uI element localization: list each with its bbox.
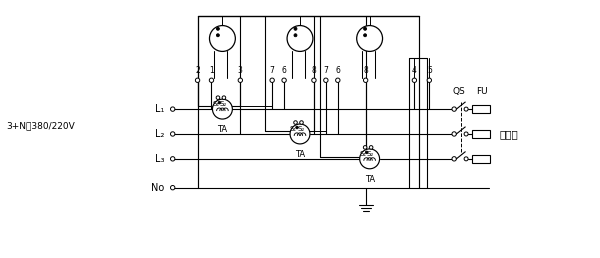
Text: 5: 5 — [427, 66, 432, 75]
Circle shape — [364, 146, 367, 149]
Text: TA: TA — [295, 150, 305, 159]
Bar — [472, 130, 490, 138]
Text: FU: FU — [476, 87, 488, 96]
Circle shape — [217, 34, 220, 37]
Text: 6: 6 — [335, 66, 340, 75]
Circle shape — [452, 157, 457, 161]
Text: 1: 1 — [209, 66, 214, 75]
Circle shape — [218, 101, 221, 104]
Circle shape — [212, 99, 232, 119]
Circle shape — [464, 157, 468, 161]
Circle shape — [282, 78, 286, 83]
Circle shape — [222, 96, 226, 100]
Text: 7: 7 — [323, 66, 328, 75]
Circle shape — [170, 132, 175, 136]
Circle shape — [196, 78, 200, 83]
Circle shape — [170, 186, 175, 190]
Circle shape — [170, 157, 175, 161]
Circle shape — [364, 27, 367, 30]
Text: 3: 3 — [238, 66, 243, 75]
Text: 接负载: 接负载 — [500, 129, 518, 139]
Circle shape — [356, 26, 383, 51]
Circle shape — [296, 126, 298, 129]
Circle shape — [359, 149, 380, 169]
Text: 7: 7 — [270, 66, 275, 75]
Text: 3+N～380/220V: 3+N～380/220V — [7, 122, 76, 131]
Text: QS: QS — [453, 87, 466, 96]
Circle shape — [238, 78, 242, 83]
Circle shape — [365, 151, 368, 154]
Circle shape — [209, 78, 214, 83]
Text: 8: 8 — [363, 66, 368, 75]
Text: S₂: S₂ — [298, 126, 305, 132]
Circle shape — [170, 107, 175, 111]
Circle shape — [452, 107, 457, 111]
Text: 8: 8 — [311, 66, 316, 75]
Circle shape — [323, 78, 328, 83]
Text: S₂: S₂ — [367, 151, 374, 157]
Text: No: No — [151, 183, 165, 193]
Text: S₁: S₁ — [359, 151, 367, 157]
Circle shape — [370, 146, 373, 149]
Bar — [472, 155, 490, 163]
Circle shape — [270, 78, 274, 83]
Circle shape — [290, 124, 310, 144]
Circle shape — [312, 78, 316, 83]
Text: 4: 4 — [412, 66, 417, 75]
Circle shape — [364, 34, 367, 37]
Circle shape — [427, 78, 431, 83]
Circle shape — [287, 26, 313, 51]
Text: TA: TA — [365, 175, 374, 184]
Circle shape — [217, 27, 220, 30]
Text: L₃: L₃ — [155, 154, 165, 164]
Text: 6: 6 — [281, 66, 287, 75]
Circle shape — [335, 78, 340, 83]
Circle shape — [464, 107, 468, 111]
Circle shape — [452, 132, 457, 136]
Circle shape — [209, 26, 235, 51]
Text: TA: TA — [217, 125, 227, 134]
Circle shape — [300, 121, 303, 124]
Circle shape — [412, 78, 416, 83]
Circle shape — [294, 121, 298, 124]
Bar — [472, 105, 490, 113]
Text: 2: 2 — [195, 66, 200, 75]
Text: L₂: L₂ — [155, 129, 165, 139]
Circle shape — [294, 34, 297, 37]
Text: L₁: L₁ — [155, 104, 165, 114]
Circle shape — [364, 78, 368, 83]
Circle shape — [294, 27, 297, 30]
Circle shape — [464, 132, 468, 136]
Text: S₁: S₁ — [290, 126, 297, 132]
Text: S₁: S₁ — [212, 101, 220, 107]
Circle shape — [216, 96, 220, 100]
Text: S₂: S₂ — [220, 101, 227, 107]
